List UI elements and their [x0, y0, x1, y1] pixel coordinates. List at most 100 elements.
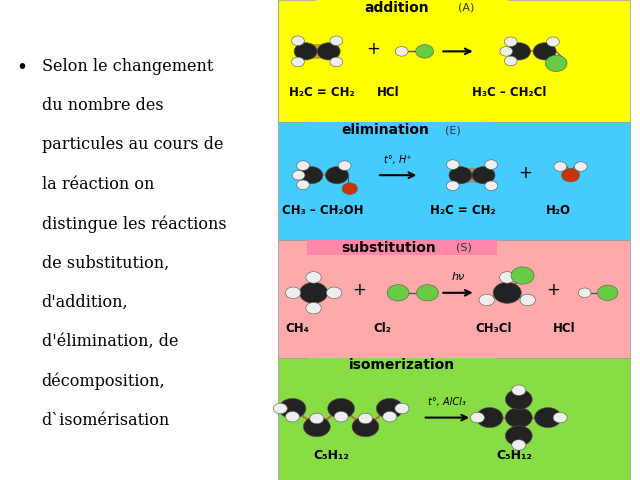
Circle shape	[396, 47, 408, 56]
Circle shape	[352, 417, 379, 437]
Text: t°, AlCl₃: t°, AlCl₃	[429, 397, 466, 407]
Text: t°, H⁺: t°, H⁺	[385, 155, 412, 165]
Circle shape	[485, 181, 498, 191]
Circle shape	[292, 170, 305, 180]
Circle shape	[330, 36, 343, 46]
Text: elimination: elimination	[341, 123, 429, 137]
Circle shape	[342, 183, 358, 194]
Text: addition: addition	[365, 0, 429, 15]
Text: distingue les réactions: distingue les réactions	[42, 215, 226, 232]
Circle shape	[493, 282, 521, 303]
Bar	[307, 240, 497, 255]
Text: H₃C – CH₂Cl: H₃C – CH₂Cl	[472, 86, 547, 99]
Circle shape	[479, 294, 494, 306]
Circle shape	[358, 413, 372, 424]
Text: HCl: HCl	[553, 322, 575, 335]
Circle shape	[292, 57, 305, 67]
Bar	[307, 358, 497, 373]
Circle shape	[285, 287, 301, 299]
Circle shape	[328, 398, 355, 419]
Circle shape	[297, 180, 309, 190]
Circle shape	[376, 398, 403, 419]
Circle shape	[504, 56, 517, 66]
Text: CH₄: CH₄	[285, 322, 309, 335]
Text: substitution: substitution	[341, 240, 436, 255]
Circle shape	[511, 267, 534, 284]
Circle shape	[285, 411, 300, 422]
Circle shape	[470, 412, 484, 423]
Circle shape	[547, 37, 559, 47]
Text: la réaction on: la réaction on	[42, 176, 154, 192]
Circle shape	[554, 162, 567, 171]
Text: C₅H₁₂: C₅H₁₂	[497, 449, 532, 462]
Circle shape	[330, 57, 343, 67]
Text: +: +	[353, 281, 366, 300]
Circle shape	[506, 389, 532, 409]
Circle shape	[506, 408, 532, 428]
Circle shape	[520, 294, 535, 306]
Circle shape	[579, 288, 591, 298]
Circle shape	[317, 43, 340, 60]
Circle shape	[504, 37, 517, 47]
Circle shape	[562, 168, 580, 182]
Circle shape	[326, 167, 349, 184]
Circle shape	[306, 302, 321, 314]
Circle shape	[417, 285, 438, 301]
Circle shape	[303, 417, 330, 437]
Circle shape	[598, 285, 618, 300]
Circle shape	[500, 47, 513, 56]
Text: du nombre des: du nombre des	[42, 97, 163, 114]
Circle shape	[499, 272, 515, 283]
Circle shape	[476, 408, 503, 428]
Circle shape	[294, 43, 317, 60]
Circle shape	[326, 287, 342, 299]
Circle shape	[545, 55, 567, 72]
Circle shape	[292, 36, 305, 46]
Text: CH₃Cl: CH₃Cl	[476, 322, 512, 335]
Text: H₂C = CH₂: H₂C = CH₂	[289, 86, 355, 99]
Circle shape	[395, 403, 409, 414]
Bar	[307, 122, 490, 138]
Text: H₂C = CH₂: H₂C = CH₂	[430, 204, 495, 217]
Text: de substitution,: de substitution,	[42, 254, 169, 271]
Circle shape	[310, 413, 324, 424]
Bar	[278, 240, 630, 358]
Bar	[316, 0, 508, 15]
Text: •: •	[16, 58, 27, 77]
Circle shape	[279, 398, 306, 419]
Text: CH₃ – CH₂OH: CH₃ – CH₂OH	[282, 204, 364, 217]
Text: (S): (S)	[456, 243, 472, 252]
Circle shape	[334, 411, 348, 422]
Circle shape	[339, 161, 351, 170]
Text: Selon le changement: Selon le changement	[42, 58, 213, 74]
Circle shape	[449, 167, 472, 184]
Text: H₂O: H₂O	[546, 204, 571, 217]
Ellipse shape	[456, 168, 489, 182]
Circle shape	[472, 167, 495, 184]
Circle shape	[300, 282, 328, 303]
Circle shape	[534, 408, 561, 428]
Circle shape	[508, 43, 531, 60]
Text: HCl: HCl	[377, 86, 399, 99]
Bar	[278, 358, 630, 480]
Circle shape	[533, 43, 556, 60]
Circle shape	[416, 45, 434, 58]
Circle shape	[300, 167, 323, 184]
Circle shape	[512, 385, 526, 396]
Circle shape	[383, 411, 397, 422]
Text: hν: hν	[451, 272, 465, 282]
Circle shape	[297, 161, 309, 170]
Circle shape	[553, 412, 567, 423]
Text: Cl₂: Cl₂	[374, 322, 391, 335]
Text: décomposition,: décomposition,	[42, 372, 165, 390]
Circle shape	[506, 426, 532, 446]
Text: +: +	[518, 164, 532, 182]
Text: (E): (E)	[445, 125, 461, 135]
Circle shape	[485, 160, 498, 169]
Text: d'addition,: d'addition,	[42, 294, 128, 311]
Circle shape	[273, 403, 287, 414]
Ellipse shape	[301, 45, 334, 58]
Circle shape	[387, 285, 409, 301]
Circle shape	[512, 440, 526, 450]
Circle shape	[575, 162, 588, 171]
